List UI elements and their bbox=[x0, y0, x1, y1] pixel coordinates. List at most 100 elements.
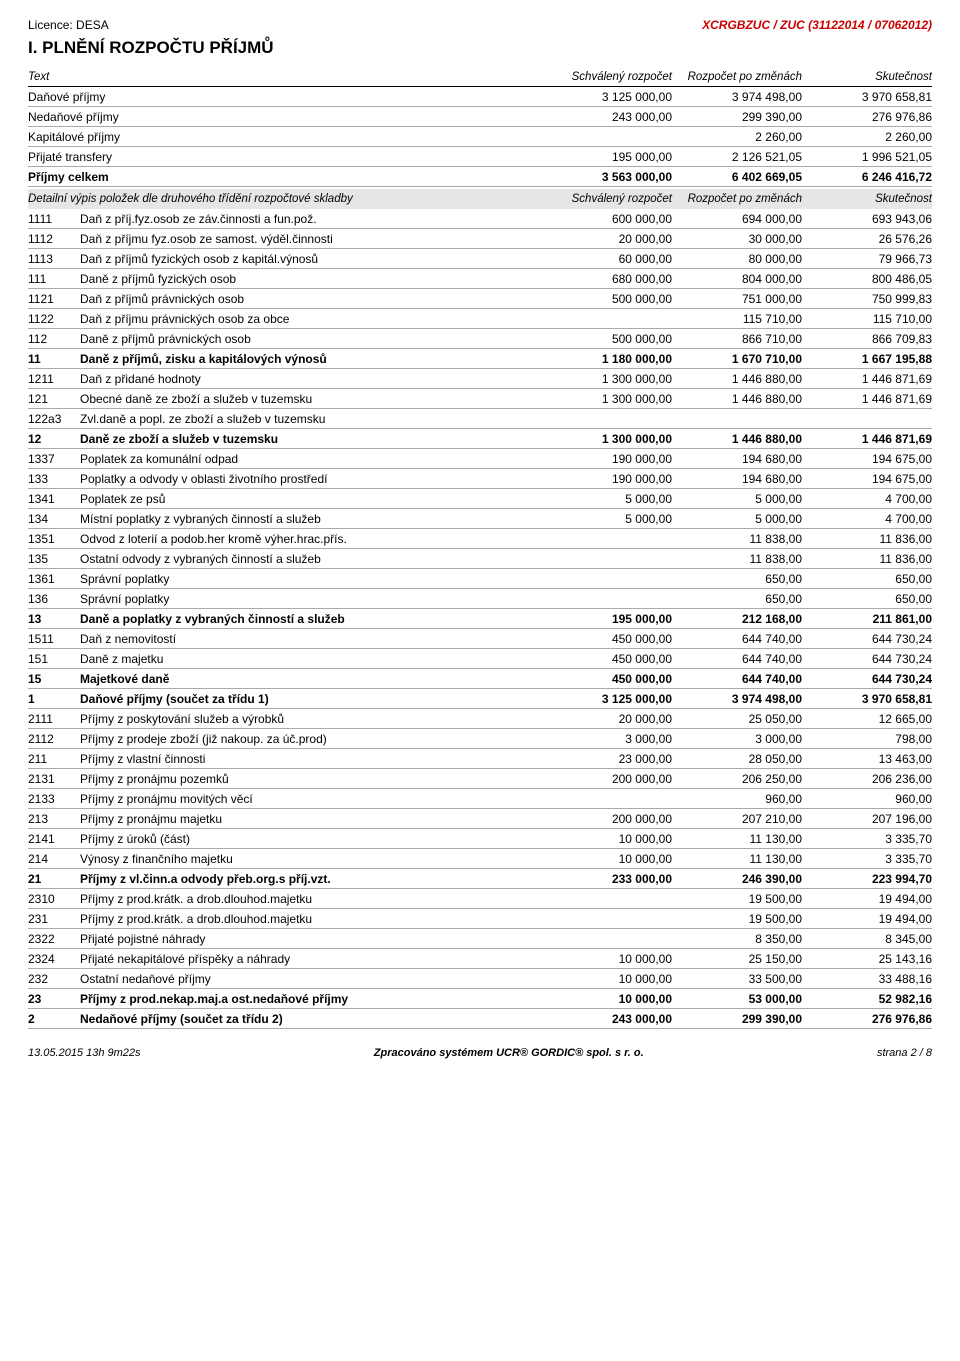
col-changes: Rozpočet po změnách bbox=[672, 71, 802, 83]
row-text: Příjmy z prodeje zboží (již nakoup. za ú… bbox=[80, 732, 542, 746]
row-v2: 19 500,00 bbox=[672, 912, 802, 926]
row-text: Zvl.daně a popl. ze zboží a služeb v tuz… bbox=[80, 412, 542, 426]
row-v3: 3 335,70 bbox=[802, 852, 932, 866]
row-text: Daň z příjmu fyz.osob ze samost. výděl.č… bbox=[80, 232, 542, 246]
summary-body: Daňové příjmy3 125 000,003 974 498,003 9… bbox=[28, 87, 932, 187]
row-v1: 500 000,00 bbox=[542, 292, 672, 306]
row-v1 bbox=[542, 932, 672, 946]
row-v2: 28 050,00 bbox=[672, 752, 802, 766]
table-row: 13Daně a poplatky z vybraných činností a… bbox=[28, 609, 932, 629]
row-code: 211 bbox=[28, 752, 80, 766]
summary-text: Nedaňové příjmy bbox=[28, 110, 542, 124]
row-v3: 13 463,00 bbox=[802, 752, 932, 766]
row-v3: 11 836,00 bbox=[802, 532, 932, 546]
row-v3: 207 196,00 bbox=[802, 812, 932, 826]
row-v3: 644 730,24 bbox=[802, 652, 932, 666]
row-v1: 5 000,00 bbox=[542, 512, 672, 526]
row-code: 1337 bbox=[28, 452, 80, 466]
row-text: Daně z příjmů fyzických osob bbox=[80, 272, 542, 286]
row-text: Daň z příj.fyz.osob ze záv.činnosti a fu… bbox=[80, 212, 542, 226]
row-v3: 1 446 871,69 bbox=[802, 392, 932, 406]
row-text: Nedaňové příjmy (součet za třídu 2) bbox=[80, 1012, 542, 1026]
row-text: Správní poplatky bbox=[80, 592, 542, 606]
row-v2: 30 000,00 bbox=[672, 232, 802, 246]
row-v2: 650,00 bbox=[672, 572, 802, 586]
row-code: 11 bbox=[28, 352, 80, 366]
row-text: Daň z příjmů právnických osob bbox=[80, 292, 542, 306]
footer-generator: Zpracováno systémem UCR® GORDIC® spol. s… bbox=[374, 1047, 644, 1059]
row-text: Přijaté pojistné náhrady bbox=[80, 932, 542, 946]
row-v2: 11 130,00 bbox=[672, 852, 802, 866]
table-row: 2324Přijaté nekapitálové příspěky a náhr… bbox=[28, 949, 932, 969]
row-v3: 650,00 bbox=[802, 592, 932, 606]
summary-text: Příjmy celkem bbox=[28, 170, 542, 184]
summary-row: Nedaňové příjmy243 000,00299 390,00276 9… bbox=[28, 107, 932, 127]
table-row: 1341Poplatek ze psů5 000,005 000,004 700… bbox=[28, 489, 932, 509]
row-v1: 200 000,00 bbox=[542, 772, 672, 786]
detail-body: 1111Daň z příj.fyz.osob ze záv.činnosti … bbox=[28, 209, 932, 1029]
col-approved: Schválený rozpočet bbox=[542, 71, 672, 83]
row-code: 2324 bbox=[28, 952, 80, 966]
row-v1 bbox=[542, 412, 672, 426]
row-code: 13 bbox=[28, 612, 80, 626]
summary-text: Přijaté transfery bbox=[28, 150, 542, 164]
row-v3: 3 970 658,81 bbox=[802, 692, 932, 706]
row-v3: 798,00 bbox=[802, 732, 932, 746]
row-text: Správní poplatky bbox=[80, 572, 542, 586]
row-text: Příjmy z prod.krátk. a drob.dlouhod.maje… bbox=[80, 892, 542, 906]
detail-header: Detailní výpis položek dle druhového tří… bbox=[28, 189, 932, 209]
row-v3: 693 943,06 bbox=[802, 212, 932, 226]
row-v2: 3 000,00 bbox=[672, 732, 802, 746]
row-code: 134 bbox=[28, 512, 80, 526]
summary-v3: 3 970 658,81 bbox=[802, 90, 932, 104]
col-changes: Rozpočet po změnách bbox=[672, 193, 802, 205]
row-v1 bbox=[542, 792, 672, 806]
row-v1: 243 000,00 bbox=[542, 1012, 672, 1026]
row-v2: 212 168,00 bbox=[672, 612, 802, 626]
row-text: Daň z přidané hodnoty bbox=[80, 372, 542, 386]
table-row: 151Daně z majetku450 000,00644 740,00644… bbox=[28, 649, 932, 669]
summary-v2: 6 402 669,05 bbox=[672, 170, 802, 184]
row-text: Příjmy z úroků (část) bbox=[80, 832, 542, 846]
row-v3: 194 675,00 bbox=[802, 452, 932, 466]
row-code: 111 bbox=[28, 272, 80, 286]
table-row: 1112Daň z příjmu fyz.osob ze samost. výd… bbox=[28, 229, 932, 249]
row-v2: 299 390,00 bbox=[672, 1012, 802, 1026]
row-v2: 644 740,00 bbox=[672, 652, 802, 666]
table-row: 121Obecné daně ze zboží a služeb v tuzem… bbox=[28, 389, 932, 409]
row-v3: 650,00 bbox=[802, 572, 932, 586]
summary-v1: 243 000,00 bbox=[542, 110, 672, 124]
row-text: Poplatky a odvody v oblasti životního pr… bbox=[80, 472, 542, 486]
row-code: 1361 bbox=[28, 572, 80, 586]
row-v1: 600 000,00 bbox=[542, 212, 672, 226]
row-v2: 1 446 880,00 bbox=[672, 372, 802, 386]
row-code: 135 bbox=[28, 552, 80, 566]
row-v3: 11 836,00 bbox=[802, 552, 932, 566]
row-v1: 450 000,00 bbox=[542, 672, 672, 686]
table-row: 133Poplatky a odvody v oblasti životního… bbox=[28, 469, 932, 489]
row-v1: 23 000,00 bbox=[542, 752, 672, 766]
row-v1: 3 000,00 bbox=[542, 732, 672, 746]
summary-text: Daňové příjmy bbox=[28, 90, 542, 104]
row-v3: 3 335,70 bbox=[802, 832, 932, 846]
row-text: Příjmy z prod.nekap.maj.a ost.nedaňové p… bbox=[80, 992, 542, 1006]
row-v1: 233 000,00 bbox=[542, 872, 672, 886]
row-code: 232 bbox=[28, 972, 80, 986]
row-v3: 115 710,00 bbox=[802, 312, 932, 326]
row-code: 2 bbox=[28, 1012, 80, 1026]
table-row: 1Daňové příjmy (součet za třídu 1)3 125 … bbox=[28, 689, 932, 709]
row-text: Odvod z loterií a podob.her kromě výher.… bbox=[80, 532, 542, 546]
row-v1 bbox=[542, 572, 672, 586]
summary-v3: 1 996 521,05 bbox=[802, 150, 932, 164]
summary-v1 bbox=[542, 130, 672, 144]
row-text: Daň z nemovitostí bbox=[80, 632, 542, 646]
col-approved: Schválený rozpočet bbox=[542, 193, 672, 205]
row-code: 112 bbox=[28, 332, 80, 346]
row-code: 12 bbox=[28, 432, 80, 446]
row-v1: 10 000,00 bbox=[542, 852, 672, 866]
row-v3: 79 966,73 bbox=[802, 252, 932, 266]
row-v2: 3 974 498,00 bbox=[672, 692, 802, 706]
footer-timestamp: 13.05.2015 13h 9m22s bbox=[28, 1047, 141, 1059]
row-v1: 680 000,00 bbox=[542, 272, 672, 286]
row-code: 214 bbox=[28, 852, 80, 866]
